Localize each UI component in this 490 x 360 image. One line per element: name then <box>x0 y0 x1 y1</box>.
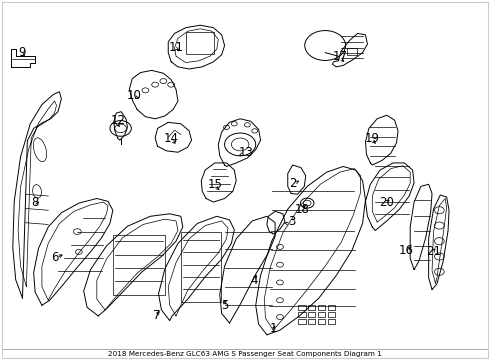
Bar <box>308 319 316 324</box>
Bar <box>298 319 306 324</box>
Text: 14: 14 <box>164 131 179 144</box>
Text: 5: 5 <box>221 299 228 312</box>
Bar <box>113 235 165 294</box>
Bar <box>318 319 325 324</box>
Text: 19: 19 <box>365 131 380 144</box>
Text: 21: 21 <box>426 246 441 258</box>
Text: 18: 18 <box>295 203 310 216</box>
Bar <box>308 305 316 310</box>
Text: 10: 10 <box>127 89 142 102</box>
Text: 16: 16 <box>399 244 414 257</box>
Bar <box>328 312 335 317</box>
Bar <box>298 312 306 317</box>
Text: 7: 7 <box>153 310 160 323</box>
Bar <box>347 48 357 55</box>
Text: 4: 4 <box>250 274 258 287</box>
Text: 1: 1 <box>270 322 277 335</box>
Bar <box>318 312 325 317</box>
Bar <box>181 232 220 302</box>
Text: 20: 20 <box>379 195 394 208</box>
Bar <box>186 32 214 54</box>
Text: 2: 2 <box>289 177 296 190</box>
Bar <box>328 305 335 310</box>
Text: 13: 13 <box>239 146 253 159</box>
Text: 2018 Mercedes-Benz GLC63 AMG S Passenger Seat Components Diagram 1: 2018 Mercedes-Benz GLC63 AMG S Passenger… <box>108 351 382 357</box>
Bar <box>318 305 325 310</box>
Text: 15: 15 <box>207 178 222 191</box>
Text: 9: 9 <box>18 46 25 59</box>
Bar <box>328 319 335 324</box>
Text: 11: 11 <box>169 41 184 54</box>
Bar <box>308 312 316 317</box>
Text: 8: 8 <box>31 195 39 208</box>
Text: 3: 3 <box>288 216 295 229</box>
Bar <box>298 305 306 310</box>
Text: 6: 6 <box>51 251 58 264</box>
Text: 17: 17 <box>332 50 347 63</box>
Text: 12: 12 <box>110 114 125 127</box>
